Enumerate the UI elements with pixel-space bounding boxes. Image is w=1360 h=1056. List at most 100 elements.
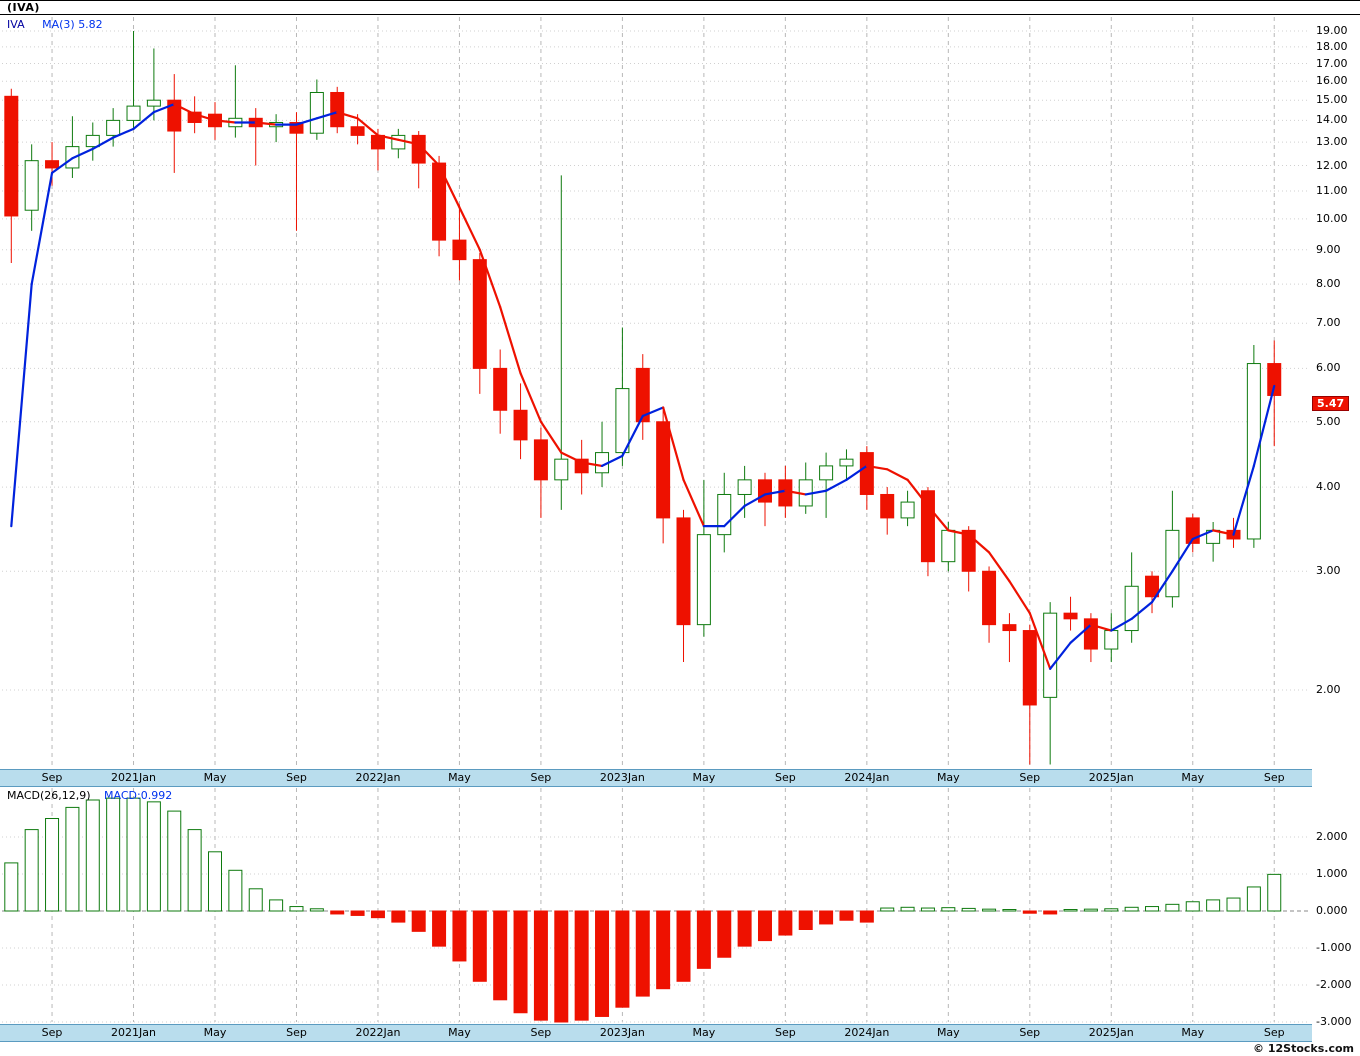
- candle-body: [45, 160, 60, 169]
- ma-line-segment: [723, 504, 746, 528]
- macd-histogram-bar: [146, 801, 161, 912]
- ma-line-segment: [1089, 623, 1113, 632]
- price-tick-label: 18.00: [1316, 39, 1348, 53]
- month-label: May: [448, 1026, 471, 1039]
- macd-histogram-bar: [248, 888, 263, 912]
- price-tick-label: 14.00: [1316, 113, 1348, 127]
- ma-line-segment: [845, 464, 868, 481]
- ma-line-segment: [91, 136, 115, 151]
- ma-line-segment: [437, 164, 461, 209]
- macd-histogram-bar: [126, 797, 141, 912]
- candle-body: [696, 534, 711, 626]
- candle-body: [330, 91, 345, 128]
- ma-line-segment: [1110, 617, 1133, 632]
- month-label: Sep: [41, 771, 63, 784]
- macd-histogram-bar: [900, 906, 915, 912]
- ma-line-segment: [50, 157, 74, 175]
- month-label: 2025Jan: [1088, 771, 1134, 784]
- ma-line-segment: [295, 117, 318, 126]
- price-tick-label: 5.00: [1316, 414, 1341, 428]
- ma-line-segment: [397, 138, 420, 146]
- macd-histogram-bar: [330, 910, 345, 915]
- price-tick-label: 7.00: [1316, 316, 1341, 330]
- ma-line-segment: [213, 119, 237, 124]
- macd-histogram-bar: [1043, 910, 1058, 915]
- ma-line-segment: [1212, 529, 1235, 536]
- macd-histogram-bar: [1206, 899, 1221, 912]
- x-axis-strip-top: Sep 2021Jan May Sep 2022Jan May Sep 2023Jan May S…: [0, 769, 1312, 787]
- price-tick-label: 4.00: [1316, 480, 1341, 494]
- month-label: 2024Jan: [844, 771, 890, 784]
- candle-body: [941, 529, 956, 563]
- ma-line-segment: [1252, 384, 1276, 468]
- ma-line-segment: [539, 420, 563, 454]
- ma-line-segment: [1049, 641, 1072, 670]
- legend-ma-label: MA(3) 5.82: [42, 18, 103, 31]
- macd-histogram-bar: [432, 910, 447, 947]
- ma-line-segment: [1028, 612, 1052, 670]
- macd-histogram-bar: [533, 910, 548, 1021]
- ma-line-segment: [784, 489, 807, 496]
- candle-body: [717, 493, 732, 536]
- ma-line-segment: [173, 103, 196, 116]
- macd-histogram-bar: [778, 910, 793, 936]
- month-label: Sep: [774, 1026, 796, 1039]
- macd-histogram-bar: [1104, 908, 1119, 912]
- ma-line-segment: [682, 478, 705, 528]
- ma-line-segment: [152, 103, 176, 114]
- ma-line-segment: [804, 489, 828, 496]
- macd-tick-label: 2.000: [1316, 830, 1348, 843]
- macd-legend: MACD(26,12,9) MACD:0.992: [7, 789, 172, 802]
- month-label: May: [1181, 1026, 1205, 1039]
- month-label: 2021Jan: [111, 771, 156, 784]
- month-label: May: [936, 1026, 960, 1039]
- macd-histogram-bar: [208, 851, 222, 912]
- month-label: Sep: [1019, 1026, 1041, 1039]
- candle-body: [880, 493, 895, 519]
- month-label: Sep: [1019, 771, 1041, 784]
- candle-body: [187, 111, 202, 123]
- ma-line-segment: [193, 113, 217, 122]
- macd-current-value-label: MACD:0.992: [104, 789, 173, 802]
- price-tick-label: 19.00: [1316, 24, 1348, 37]
- candle-body: [757, 479, 772, 503]
- month-label: 2023Jan: [599, 771, 645, 784]
- macd-histogram-bar: [717, 910, 732, 958]
- month-label: Sep: [530, 771, 552, 784]
- ma-line-segment: [30, 171, 54, 286]
- candle-body: [554, 458, 569, 481]
- macd-histogram-bar: [574, 910, 589, 1021]
- macd-histogram-bar: [452, 910, 467, 962]
- price-tick-label: 3.00: [1316, 564, 1341, 578]
- macd-histogram-bar: [228, 869, 243, 912]
- macd-tick-label: 0.000: [1316, 904, 1348, 917]
- macd-histogram-bar: [941, 907, 956, 912]
- month-label: Sep: [530, 1026, 552, 1039]
- ma-line-segment: [600, 454, 624, 468]
- candle-body: [4, 95, 19, 217]
- candle-body: [1124, 585, 1139, 632]
- candle-body: [452, 239, 467, 261]
- candle-body: [615, 388, 630, 454]
- ma-line-segment: [71, 147, 94, 160]
- candle-body: [472, 259, 487, 369]
- ma-line-segment: [1069, 623, 1093, 644]
- ma-line-segment: [376, 134, 400, 141]
- price-tick-label: 6.00: [1316, 361, 1341, 375]
- candle-body: [839, 458, 854, 467]
- macd-histogram-bar: [880, 907, 895, 912]
- macd-histogram-bar: [269, 899, 284, 912]
- month-label: 2022Jan: [355, 1026, 401, 1039]
- candle-body: [309, 91, 324, 134]
- price-tick-label: 8.00: [1316, 277, 1341, 291]
- macd-histogram-bar: [350, 910, 365, 916]
- candlestick-chart-canvas: [2, 17, 1310, 767]
- last-price-tag: 5.47: [1312, 396, 1350, 411]
- macd-histogram-bar: [920, 907, 935, 912]
- macd-histogram-bar: [1246, 886, 1261, 912]
- month-label: May: [203, 1026, 227, 1039]
- month-label: May: [203, 771, 227, 784]
- macd-histogram-bar: [1022, 910, 1037, 914]
- macd-histogram-bar: [24, 829, 39, 912]
